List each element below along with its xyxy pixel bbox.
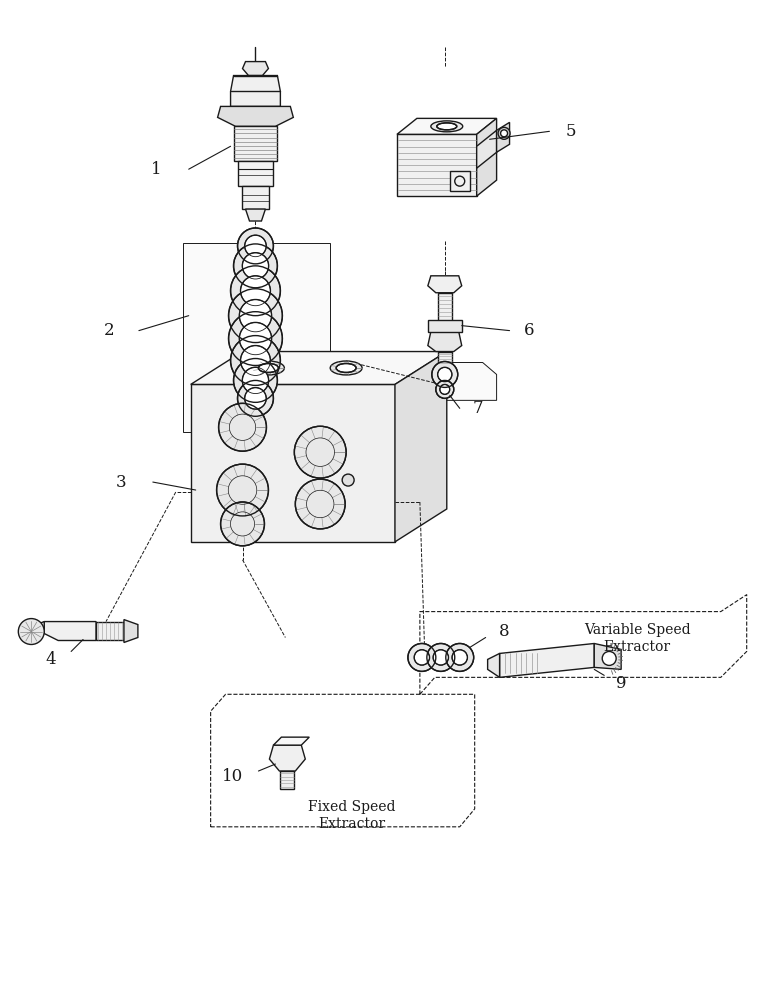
Ellipse shape bbox=[252, 361, 284, 375]
Circle shape bbox=[242, 253, 269, 279]
Polygon shape bbox=[242, 62, 269, 76]
Circle shape bbox=[440, 384, 450, 394]
Circle shape bbox=[432, 362, 458, 387]
Circle shape bbox=[438, 367, 452, 382]
Circle shape bbox=[294, 426, 346, 478]
Circle shape bbox=[234, 359, 277, 402]
Polygon shape bbox=[280, 771, 294, 789]
Polygon shape bbox=[594, 643, 621, 669]
Text: Extractor: Extractor bbox=[604, 640, 671, 654]
Polygon shape bbox=[245, 209, 266, 221]
Circle shape bbox=[231, 336, 280, 385]
Polygon shape bbox=[269, 745, 305, 771]
Polygon shape bbox=[273, 737, 310, 745]
Polygon shape bbox=[476, 130, 496, 168]
Polygon shape bbox=[397, 118, 496, 134]
Circle shape bbox=[342, 474, 354, 486]
Polygon shape bbox=[183, 243, 330, 432]
Text: Fixed Speed: Fixed Speed bbox=[308, 800, 396, 814]
Polygon shape bbox=[395, 352, 447, 542]
Polygon shape bbox=[438, 352, 452, 365]
Polygon shape bbox=[218, 106, 293, 126]
Polygon shape bbox=[476, 118, 496, 196]
Text: 6: 6 bbox=[524, 322, 535, 339]
Polygon shape bbox=[191, 352, 447, 384]
Circle shape bbox=[436, 380, 454, 398]
Polygon shape bbox=[124, 620, 138, 642]
Text: 8: 8 bbox=[499, 623, 510, 640]
Polygon shape bbox=[32, 622, 44, 638]
Text: 4: 4 bbox=[46, 651, 56, 668]
Circle shape bbox=[239, 300, 272, 332]
Circle shape bbox=[445, 643, 474, 671]
Text: Extractor: Extractor bbox=[319, 817, 386, 831]
Circle shape bbox=[238, 228, 273, 264]
Circle shape bbox=[427, 643, 455, 671]
Circle shape bbox=[408, 643, 436, 671]
Circle shape bbox=[415, 650, 429, 665]
Polygon shape bbox=[417, 362, 496, 400]
Circle shape bbox=[245, 388, 266, 409]
Text: 7: 7 bbox=[472, 400, 483, 417]
Polygon shape bbox=[231, 76, 280, 106]
Text: 1: 1 bbox=[151, 161, 161, 178]
Circle shape bbox=[242, 367, 269, 394]
Circle shape bbox=[433, 650, 449, 665]
Ellipse shape bbox=[431, 121, 462, 132]
Polygon shape bbox=[238, 161, 273, 186]
Polygon shape bbox=[428, 276, 462, 293]
Polygon shape bbox=[488, 653, 499, 677]
Ellipse shape bbox=[259, 363, 279, 372]
Circle shape bbox=[234, 244, 277, 288]
Polygon shape bbox=[496, 122, 510, 152]
Circle shape bbox=[217, 464, 269, 516]
Ellipse shape bbox=[437, 123, 457, 130]
Polygon shape bbox=[428, 332, 462, 352]
Ellipse shape bbox=[498, 127, 510, 139]
Ellipse shape bbox=[330, 361, 362, 375]
Circle shape bbox=[452, 650, 467, 665]
Polygon shape bbox=[191, 384, 395, 542]
Circle shape bbox=[602, 651, 616, 665]
Circle shape bbox=[229, 289, 283, 343]
Ellipse shape bbox=[336, 363, 356, 372]
Circle shape bbox=[229, 312, 283, 365]
Circle shape bbox=[241, 276, 270, 306]
Polygon shape bbox=[428, 320, 462, 332]
Circle shape bbox=[19, 619, 44, 644]
Circle shape bbox=[296, 479, 345, 529]
Circle shape bbox=[239, 322, 272, 355]
Circle shape bbox=[231, 266, 280, 316]
Text: 2: 2 bbox=[103, 322, 114, 339]
Text: 5: 5 bbox=[566, 123, 577, 140]
Polygon shape bbox=[499, 643, 594, 677]
Circle shape bbox=[238, 380, 273, 416]
Text: 3: 3 bbox=[116, 474, 127, 491]
Text: 10: 10 bbox=[222, 768, 243, 785]
Bar bbox=[450, 171, 469, 191]
Polygon shape bbox=[397, 134, 476, 196]
Circle shape bbox=[241, 346, 270, 375]
Polygon shape bbox=[234, 126, 277, 161]
Text: 9: 9 bbox=[616, 675, 626, 692]
Ellipse shape bbox=[500, 130, 507, 137]
Circle shape bbox=[221, 502, 265, 546]
Circle shape bbox=[245, 235, 266, 257]
Polygon shape bbox=[438, 293, 452, 331]
Text: Variable Speed: Variable Speed bbox=[584, 623, 690, 637]
Polygon shape bbox=[242, 186, 269, 209]
Polygon shape bbox=[44, 622, 96, 640]
Circle shape bbox=[218, 403, 266, 451]
Polygon shape bbox=[96, 622, 124, 640]
